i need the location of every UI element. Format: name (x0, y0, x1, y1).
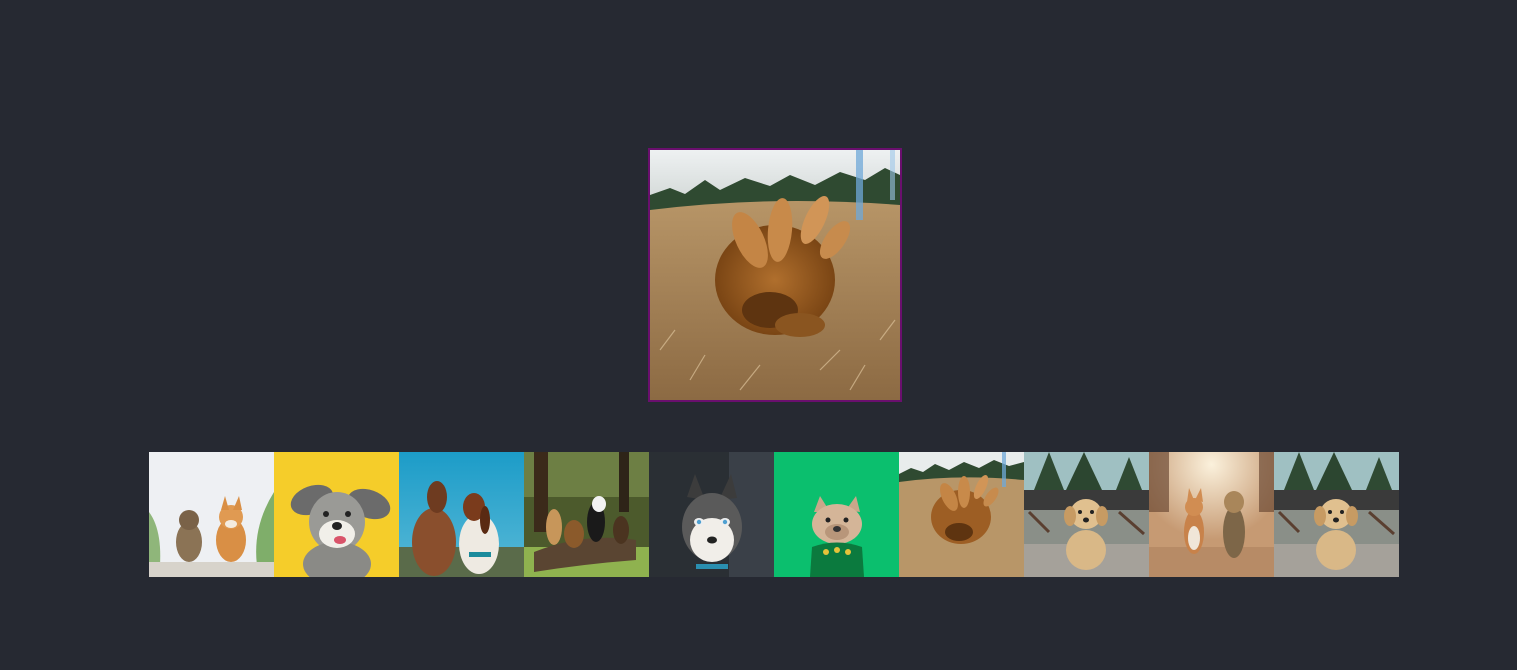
photo-corgi-and-terrier-road (1149, 452, 1274, 577)
main-image (648, 148, 902, 402)
photo-yorkie-and-corgi (149, 452, 274, 577)
thumbnail-strip (149, 452, 1399, 577)
photo-golden-retriever-rolling-thumb (899, 452, 1024, 577)
photo-husky (649, 452, 774, 577)
thumbnail-4[interactable] (524, 452, 649, 577)
photo-golden-puppy-patio (1024, 452, 1149, 577)
thumbnail-1[interactable] (149, 452, 274, 577)
thumbnail-5[interactable] (649, 452, 774, 577)
photo-golden-puppy-patio-2 (1274, 452, 1399, 577)
thumbnail-9[interactable] (1149, 452, 1274, 577)
photo-bulldog (774, 452, 899, 577)
photo-two-dogs-blue-sky (399, 452, 524, 577)
thumbnail-3[interactable] (399, 452, 524, 577)
photo-schnauzer (274, 452, 399, 577)
thumbnail-6[interactable] (774, 452, 899, 577)
photo-golden-retriever-rolling (650, 150, 900, 400)
thumbnail-2[interactable] (274, 452, 399, 577)
thumbnail-10[interactable] (1274, 452, 1399, 577)
photo-dogs-on-log (524, 452, 649, 577)
thumbnail-8[interactable] (1024, 452, 1149, 577)
thumbnail-7[interactable] (899, 452, 1024, 577)
